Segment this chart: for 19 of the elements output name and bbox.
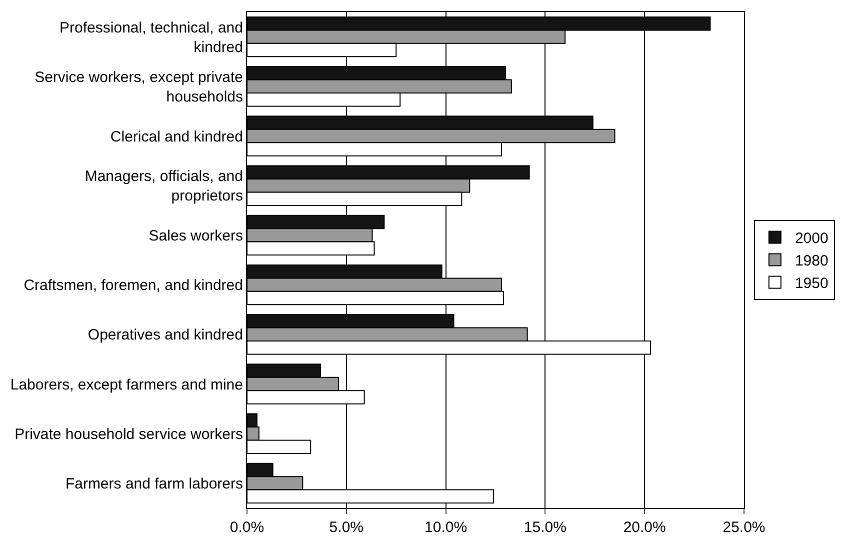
y-tick-label: Professional, technical, and kindred (60, 19, 243, 56)
y-tick-label: Managers, officials, and proprietors (84, 168, 243, 205)
y-tick-label: Service workers, except private households (34, 68, 243, 106)
legend-label: 1980 (794, 252, 828, 270)
legend-label: 2000 (794, 230, 828, 248)
x-tick-label: 25.0% (722, 519, 766, 536)
y-tick-label: Private household service workers (14, 426, 243, 443)
x-tick-label: 0.0% (230, 519, 264, 536)
x-tick-label: 20.0% (623, 519, 666, 536)
legend-label: 1950 (794, 275, 828, 292)
y-tick-label: Laborers, except farmers and mine (10, 376, 243, 394)
x-tick-label: 5.0% (329, 519, 364, 536)
x-tick-label: 10.0% (424, 519, 468, 536)
y-tick-label: Craftsmen, foremen, and kindred (24, 277, 243, 294)
x-tick-label: 15.0% (524, 519, 566, 536)
y-tick-label: Farmers and farm laborers (65, 475, 243, 492)
y-tick-label: Sales workers (148, 227, 243, 244)
y-tick-label: Clerical and kindred (110, 128, 243, 146)
y-tick-label: Operatives and kindred (88, 326, 243, 344)
